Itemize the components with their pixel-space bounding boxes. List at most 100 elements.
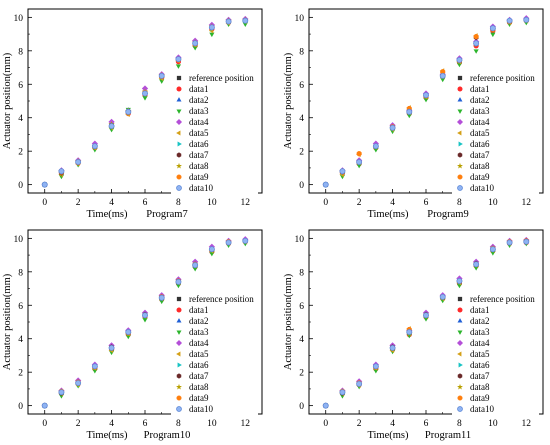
data-point-data10 (175, 56, 182, 63)
legend-marker (457, 318, 463, 323)
data-point-data10 (506, 17, 513, 24)
legend-box (452, 73, 539, 198)
legend-label: data6 (470, 139, 490, 149)
data-point-data10 (406, 108, 413, 115)
legend-label: data5 (189, 349, 209, 359)
legend-marker (457, 75, 463, 81)
data-point-data10 (125, 108, 132, 115)
legend-marker (176, 119, 182, 125)
legend-marker (457, 130, 462, 136)
y-tick-label: 10 (14, 14, 24, 24)
legend-marker (176, 340, 182, 346)
x-tick-label: 6 (424, 198, 429, 208)
legend: reference positiondata1data2data3data4da… (452, 294, 539, 419)
data-point-data10 (142, 312, 148, 319)
legend-label: data1 (189, 84, 209, 94)
legend-label: data3 (189, 106, 209, 116)
y-tick-label: 4 (18, 335, 23, 345)
legend-label: data7 (189, 150, 209, 160)
legend-marker (176, 97, 182, 102)
data-point-data10 (356, 380, 363, 387)
data-point-data10 (175, 278, 182, 285)
y-tick-label: 0 (299, 402, 304, 412)
y-tick-label: 4 (299, 114, 304, 124)
x-tick-label: 12 (241, 419, 251, 429)
data-point-data10 (489, 25, 496, 32)
legend-marker (177, 362, 182, 368)
legend-label: data8 (189, 382, 209, 392)
legend-label: data2 (189, 95, 209, 105)
data-point-data10 (108, 344, 115, 351)
data-point-data3 (490, 32, 496, 38)
y-tick-label: 10 (14, 235, 24, 245)
legend-label: data3 (189, 327, 209, 337)
y-tick-label: 0 (18, 181, 23, 191)
chart-panel-4: 0 2 4 6 8 10 12 0 2 4 6 8 10 Time(ms) Program11 Actuato… (283, 229, 544, 441)
data-points (41, 15, 249, 188)
x-tick-label: 0 (323, 198, 328, 208)
legend-marker (457, 373, 463, 379)
data-point-data10 (158, 72, 165, 79)
data-point-data10 (242, 17, 249, 24)
y-tick-label: 0 (299, 181, 304, 191)
y-tick-label: 10 (295, 235, 305, 245)
x-tick-label: 12 (241, 198, 251, 208)
x-tick-label: 6 (143, 198, 148, 208)
legend-label: data2 (189, 316, 209, 326)
legend-marker (457, 185, 463, 191)
data-point-data9 (440, 69, 446, 75)
x-tick-label: 0 (42, 198, 47, 208)
legend-label: reference position (470, 294, 535, 304)
legend-marker (176, 296, 182, 302)
legend-marker (177, 141, 182, 147)
legend-label: data1 (470, 84, 490, 94)
data-point-data10 (523, 16, 530, 23)
data-point-data10 (58, 168, 65, 175)
panel-subtitle: Program11 (425, 430, 471, 441)
data-point-data3 (473, 49, 479, 54)
legend-marker (457, 340, 463, 346)
legend-label: data7 (470, 150, 490, 160)
data-point-data4 (141, 85, 149, 92)
x-tick-label: 6 (143, 419, 148, 429)
data-point-data10 (91, 143, 98, 150)
data-point-data10 (322, 181, 329, 188)
legend-marker (176, 318, 182, 323)
y-tick-label: 6 (299, 302, 304, 312)
y-axis-title: Actuator position(mm) (2, 52, 13, 149)
data-point-data10 (322, 402, 329, 409)
data-point-data10 (423, 92, 429, 99)
legend-marker (457, 307, 463, 313)
x-axis-title: Time(ms) (367, 430, 409, 441)
x-tick-label: 8 (457, 419, 462, 429)
data-point-data10 (456, 278, 463, 284)
legend-marker (457, 109, 463, 114)
x-axis-title: Time(ms) (86, 430, 128, 441)
x-tick-label: 12 (522, 198, 532, 208)
y-tick-label: 2 (18, 369, 23, 379)
legend-box (452, 294, 539, 419)
x-tick-label: 10 (207, 198, 217, 208)
data-point-data10 (339, 168, 346, 175)
y-tick-label: 2 (299, 369, 304, 379)
chart-panel-1: 0 2 4 6 8 10 12 0 2 4 6 8 10 Time(ms) Program7 Actuator… (2, 8, 263, 220)
y-tick-label: 8 (299, 47, 304, 57)
legend-label: data5 (189, 128, 209, 138)
legend-marker (176, 174, 182, 180)
data-point-data10 (158, 294, 165, 301)
x-tick-label: 2 (357, 198, 362, 208)
y-axis-title: Actuator position(mm) (283, 273, 294, 370)
legend-marker (457, 330, 463, 335)
legend-label: data5 (470, 128, 490, 138)
x-tick-label: 4 (109, 419, 114, 429)
y-tick-label: 2 (18, 148, 23, 158)
data-points (322, 236, 530, 409)
legend-marker (457, 395, 463, 401)
data-point-data3 (175, 64, 182, 69)
x-tick-label: 10 (488, 198, 498, 208)
legend-label: data5 (470, 349, 490, 359)
x-tick-label: 8 (457, 198, 462, 208)
data-point-data10 (242, 237, 249, 244)
data-point-data10 (58, 389, 65, 396)
legend-marker (176, 162, 182, 169)
